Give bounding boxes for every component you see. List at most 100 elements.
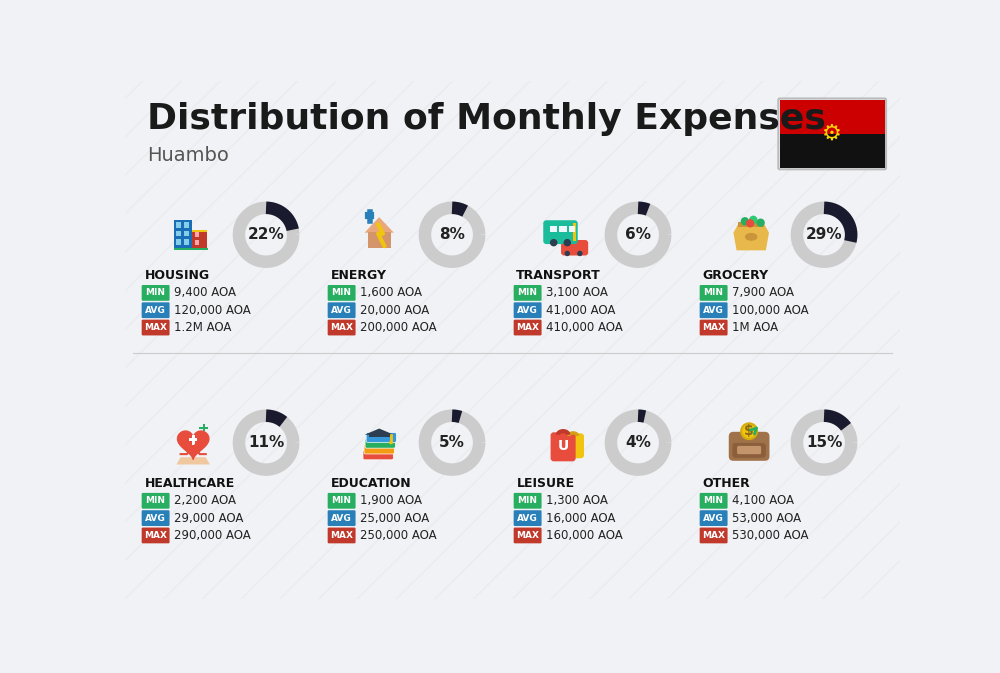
- Bar: [176, 222, 181, 227]
- Text: MIN: MIN: [332, 289, 352, 297]
- FancyBboxPatch shape: [700, 285, 728, 301]
- Text: LEISURE: LEISURE: [516, 477, 574, 490]
- Bar: [203, 424, 205, 431]
- Circle shape: [577, 251, 583, 256]
- Polygon shape: [378, 224, 384, 246]
- FancyBboxPatch shape: [328, 528, 356, 543]
- Bar: [569, 226, 575, 232]
- Text: 16,000 AOA: 16,000 AOA: [546, 511, 615, 525]
- Text: MIN: MIN: [518, 289, 538, 297]
- Text: AVG: AVG: [145, 513, 166, 523]
- Text: HEALTHCARE: HEALTHCARE: [144, 477, 235, 490]
- Text: AVG: AVG: [331, 306, 352, 315]
- FancyBboxPatch shape: [366, 433, 396, 442]
- Text: 410,000 AOA: 410,000 AOA: [546, 321, 623, 334]
- Bar: [738, 222, 764, 227]
- Text: 120,000 AOA: 120,000 AOA: [174, 304, 251, 317]
- Text: AVG: AVG: [703, 513, 724, 523]
- Text: 3,100 AOA: 3,100 AOA: [546, 287, 608, 299]
- Circle shape: [746, 219, 754, 227]
- FancyBboxPatch shape: [700, 493, 728, 509]
- Text: 100,000 AOA: 100,000 AOA: [732, 304, 808, 317]
- Text: AVG: AVG: [703, 306, 724, 315]
- Text: 530,000 AOA: 530,000 AOA: [732, 529, 808, 542]
- FancyBboxPatch shape: [142, 302, 170, 318]
- FancyBboxPatch shape: [328, 493, 356, 509]
- Text: 1M AOA: 1M AOA: [732, 321, 778, 334]
- Polygon shape: [176, 457, 210, 464]
- FancyBboxPatch shape: [142, 285, 170, 301]
- FancyBboxPatch shape: [543, 220, 578, 244]
- Text: 8%: 8%: [439, 227, 465, 242]
- FancyBboxPatch shape: [142, 510, 170, 526]
- Bar: [195, 232, 199, 237]
- Text: 29%: 29%: [806, 227, 842, 242]
- Circle shape: [564, 239, 571, 246]
- Bar: [192, 230, 207, 232]
- Text: ⚙: ⚙: [822, 124, 842, 144]
- Text: MAX: MAX: [516, 323, 539, 332]
- Bar: [559, 226, 567, 232]
- Bar: [189, 437, 197, 441]
- Bar: [174, 248, 208, 250]
- FancyBboxPatch shape: [700, 510, 728, 526]
- Text: MIN: MIN: [332, 496, 352, 505]
- FancyBboxPatch shape: [514, 302, 542, 318]
- Circle shape: [756, 219, 765, 227]
- Bar: [192, 229, 207, 249]
- Bar: [573, 223, 576, 241]
- Text: MIN: MIN: [146, 289, 166, 297]
- Polygon shape: [178, 431, 209, 459]
- FancyBboxPatch shape: [142, 493, 170, 509]
- Text: MIN: MIN: [704, 496, 724, 505]
- Text: MIN: MIN: [146, 496, 166, 505]
- Text: Distribution of Monthly Expenses: Distribution of Monthly Expenses: [147, 102, 826, 137]
- FancyBboxPatch shape: [365, 438, 395, 448]
- FancyBboxPatch shape: [514, 320, 542, 335]
- Bar: [192, 435, 195, 445]
- Text: 20,000 AOA: 20,000 AOA: [360, 304, 429, 317]
- FancyBboxPatch shape: [328, 302, 356, 318]
- Text: MAX: MAX: [516, 531, 539, 540]
- Text: 1.2M AOA: 1.2M AOA: [174, 321, 231, 334]
- Text: 29,000 AOA: 29,000 AOA: [174, 511, 243, 525]
- FancyBboxPatch shape: [514, 510, 542, 526]
- Bar: [550, 226, 557, 232]
- Text: 1,900 AOA: 1,900 AOA: [360, 494, 422, 507]
- Text: MAX: MAX: [330, 323, 353, 332]
- Polygon shape: [365, 429, 394, 435]
- Text: MAX: MAX: [330, 531, 353, 540]
- Text: MIN: MIN: [518, 496, 538, 505]
- FancyBboxPatch shape: [700, 528, 728, 543]
- Bar: [368, 232, 391, 248]
- Bar: [199, 427, 208, 429]
- Text: MAX: MAX: [702, 531, 725, 540]
- Circle shape: [741, 423, 757, 439]
- Text: ENERGY: ENERGY: [330, 269, 386, 282]
- FancyBboxPatch shape: [561, 240, 588, 256]
- Text: 11%: 11%: [248, 435, 284, 450]
- Bar: [184, 240, 189, 245]
- Text: 5%: 5%: [439, 435, 465, 450]
- Bar: [184, 222, 189, 227]
- Text: EDUCATION: EDUCATION: [330, 477, 411, 490]
- Text: $: $: [744, 424, 754, 438]
- Polygon shape: [365, 217, 394, 233]
- FancyBboxPatch shape: [142, 528, 170, 543]
- Text: 4%: 4%: [625, 435, 651, 450]
- Text: AVG: AVG: [145, 306, 166, 315]
- Text: 22%: 22%: [248, 227, 284, 242]
- FancyBboxPatch shape: [328, 320, 356, 335]
- FancyBboxPatch shape: [514, 493, 542, 509]
- Text: MAX: MAX: [144, 323, 167, 332]
- Text: MIN: MIN: [704, 289, 724, 297]
- Text: TRANSPORT: TRANSPORT: [516, 269, 601, 282]
- Text: 15%: 15%: [806, 435, 842, 450]
- FancyBboxPatch shape: [514, 285, 542, 301]
- Ellipse shape: [745, 233, 757, 241]
- Text: AVG: AVG: [517, 513, 538, 523]
- Circle shape: [565, 251, 570, 256]
- Circle shape: [749, 215, 757, 224]
- Text: 290,000 AOA: 290,000 AOA: [174, 529, 251, 542]
- FancyBboxPatch shape: [732, 443, 766, 458]
